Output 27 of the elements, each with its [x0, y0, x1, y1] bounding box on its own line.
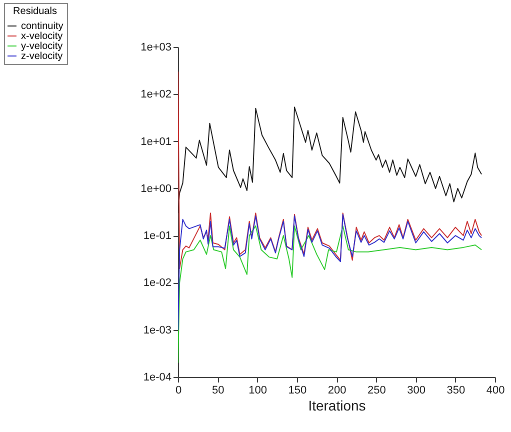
y-tick-label: 1e-04 — [143, 372, 172, 384]
x-tick-label: 300 — [407, 384, 426, 396]
x-tick-label: 250 — [367, 384, 386, 396]
x-axis-title: Iterations — [308, 398, 366, 414]
y-tick-label: 1e+03 — [140, 42, 172, 54]
y-tick-label: 1e+01 — [140, 136, 172, 148]
y-tick-label: 1e+02 — [140, 88, 172, 101]
x-tick-label: 50 — [212, 384, 224, 396]
x-tick-label: 200 — [328, 384, 346, 396]
legend-label: y-velocity — [21, 41, 63, 52]
x-tick-label: 0 — [175, 384, 182, 396]
y-tick-label: 1e+00 — [140, 182, 172, 195]
legend-label: z-velocity — [21, 51, 63, 62]
legend-title: Residuals — [13, 6, 57, 17]
x-tick-label: 150 — [288, 384, 307, 396]
y-tick-label: 1e-01 — [143, 230, 172, 242]
x-tick-label: 350 — [446, 384, 466, 396]
y-tick-label: 1e-03 — [143, 324, 172, 336]
line-series — [178, 106, 482, 214]
legend-label: continuity — [21, 21, 64, 32]
line-series — [178, 214, 482, 330]
x-tick-label: 400 — [486, 384, 505, 396]
y-tick-label: 1e-02 — [143, 277, 172, 290]
x-tick-label: 100 — [248, 384, 267, 396]
line-series — [178, 225, 482, 364]
legend-label: x-velocity — [21, 31, 63, 42]
line-series — [178, 71, 482, 270]
